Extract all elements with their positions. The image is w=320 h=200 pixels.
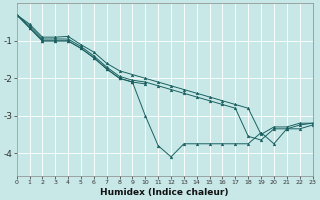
X-axis label: Humidex (Indice chaleur): Humidex (Indice chaleur) (100, 188, 229, 197)
